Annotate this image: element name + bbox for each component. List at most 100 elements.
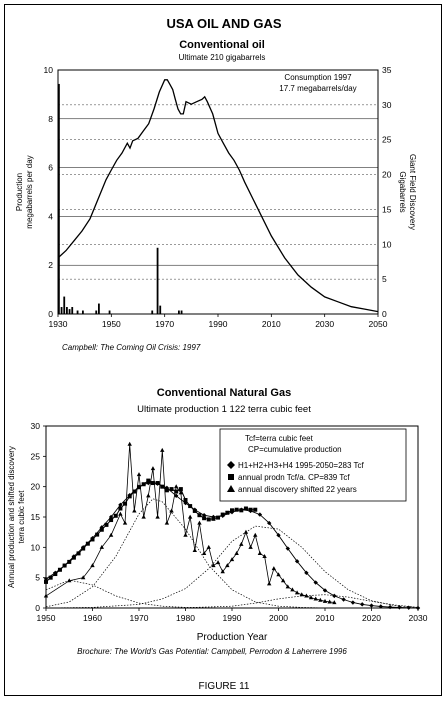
gas-discovery-point	[136, 472, 142, 477]
oil-discovery-bars	[58, 83, 183, 314]
oil-x-ticks: 1930 1950 1970 1990 2010 2030 2050	[49, 314, 388, 329]
gas-discovery-point	[267, 581, 272, 586]
gas-x-tick-label: 2010	[316, 613, 335, 623]
oil-right-axis-label-line1: Giant Field Discovery	[408, 154, 417, 230]
gas-discovery-point	[215, 560, 221, 565]
gas-y-axis-label-line1: Annual production and shifted discovery	[7, 446, 16, 588]
oil-discovery-bar	[63, 296, 66, 314]
gas-hubbert-curve-main	[45, 498, 418, 609]
gas-hubbert-total-point	[313, 580, 318, 585]
oil-discovery-bar	[82, 310, 84, 314]
oil-right-y-tick-label: 35	[382, 65, 392, 75]
gas-production-point	[202, 516, 207, 521]
gas-x-axis-label: Production Year	[197, 632, 268, 643]
gas-production-point	[155, 481, 160, 486]
gas-y-axis-label-line2: terra cubic feet	[17, 490, 26, 544]
oil-right-y-ticks: 0 5 10 15 20 25 30 35	[382, 65, 392, 319]
oil-discovery-bar	[76, 310, 79, 314]
oil-annotation-line1: Consumption 1997	[284, 73, 352, 82]
gas-discovery-point	[81, 575, 86, 580]
gas-legend-square-marker	[228, 474, 234, 480]
gas-discovery-point	[276, 572, 281, 577]
gas-discovery-point	[122, 520, 128, 525]
gas-hubbert-total-point	[276, 533, 281, 538]
oil-right-y-tick-label: 0	[382, 309, 387, 319]
gas-x-ticks: 1950 1960 1970 1980 1990 2000 2010 2020 2030	[37, 608, 428, 623]
oil-x-tick-label: 1950	[102, 319, 121, 329]
gas-production-point	[211, 516, 216, 521]
oil-left-axis-label-line2: megabarrels per day	[25, 155, 34, 228]
oil-x-tick-label: 2050	[369, 319, 388, 329]
oil-plot-area	[57, 69, 379, 315]
gas-discovery-point	[318, 597, 323, 602]
gas-x-tick-label: 2000	[269, 613, 288, 623]
gas-x-tick-label: 1990	[223, 613, 242, 623]
gas-legend-note1: Tcf=terra cubic feet	[245, 434, 314, 443]
gas-discovery-point	[187, 514, 193, 519]
gas-y-ticks: 0 5 10 15 20 25 30	[31, 421, 46, 613]
gas-discovery-point	[197, 520, 202, 525]
gas-production-point	[248, 507, 253, 512]
oil-discovery-bar	[71, 307, 74, 314]
gas-x-tick-label: 1980	[176, 613, 195, 623]
oil-right-axis-label-line2: Gigabarrels	[398, 171, 407, 212]
oil-left-y-tick-label: 0	[48, 309, 53, 319]
gas-chart-title: Conventional Natural Gas	[157, 387, 291, 399]
gas-production-point	[71, 555, 76, 560]
gas-production-point	[118, 506, 123, 511]
gas-production-point	[67, 559, 72, 564]
gas-discovery-point	[239, 541, 244, 546]
oil-discovery-bar	[108, 310, 111, 314]
gas-y-tick-label: 10	[31, 542, 41, 552]
gas-hubbert-total-point	[257, 512, 263, 517]
oil-chart: Conventional oil Ultimate 210 gigabarrel…	[15, 39, 417, 352]
gas-production-point	[141, 482, 146, 487]
gas-production-point	[48, 575, 53, 580]
gas-caption: Brochure: The World's Gas Potential: Cam…	[77, 647, 347, 656]
gas-production-point	[76, 551, 81, 556]
gas-hubbert-total-point	[341, 597, 346, 602]
gas-discovery-point	[169, 508, 174, 513]
gas-hubbert-total-point	[360, 602, 365, 607]
oil-x-tick-label: 2030	[315, 319, 334, 329]
gas-production-point	[53, 572, 58, 577]
oil-left-y-ticks: 0 2 4 6 8 10	[44, 65, 54, 319]
gas-production-point	[230, 508, 234, 513]
figure-frame	[4, 4, 442, 696]
oil-chart-title: Conventional oil	[179, 39, 265, 51]
gas-y-tick-label: 20	[31, 482, 41, 492]
gas-production-point	[146, 478, 151, 483]
gas-legend-entry-2: annual prodn Tcf/a. CP=839 Tcf	[238, 473, 350, 482]
gas-discovery-point	[90, 563, 95, 568]
oil-left-y-tick-label: 8	[48, 114, 53, 124]
gas-x-tick-label: 2020	[362, 613, 381, 623]
gas-discovery-point	[201, 551, 207, 555]
gas-discovery-point	[327, 599, 332, 604]
gas-hubbert-total-point	[201, 512, 207, 518]
oil-caption: Campbell: The Coming Oil Crisis: 1997	[62, 343, 201, 352]
oil-discovery-bar	[60, 307, 63, 314]
gas-discovery-point	[248, 544, 253, 549]
oil-discovery-bar	[151, 310, 154, 314]
gas-legend-entry-3: annual discovery shifted 22 years	[238, 485, 357, 494]
gas-hubbert-total-point	[294, 559, 300, 564]
gas-discovery-point	[67, 578, 72, 583]
gas-production-point	[137, 485, 141, 490]
gas-production-point	[81, 546, 86, 551]
gas-legend-box	[219, 428, 407, 502]
oil-left-y-tick-label: 10	[44, 65, 54, 75]
gas-discovery-point	[299, 592, 304, 597]
gas-discovery-point	[127, 441, 132, 446]
gas-y-tick-label: 15	[31, 512, 41, 522]
gas-discovery-point	[313, 596, 318, 601]
gas-hubbert-total-point	[118, 502, 123, 508]
gas-discovery-point	[164, 520, 170, 525]
oil-right-y-tick-label: 20	[382, 170, 392, 180]
gas-discovery-point	[211, 563, 216, 568]
gas-discovery-point	[150, 466, 156, 471]
gas-discovery-point	[253, 532, 258, 537]
gas-x-tick-label: 1950	[37, 613, 56, 623]
gas-discovery-point	[160, 447, 165, 452]
oil-x-tick-label: 1990	[209, 319, 228, 329]
gas-production-point	[62, 563, 67, 568]
